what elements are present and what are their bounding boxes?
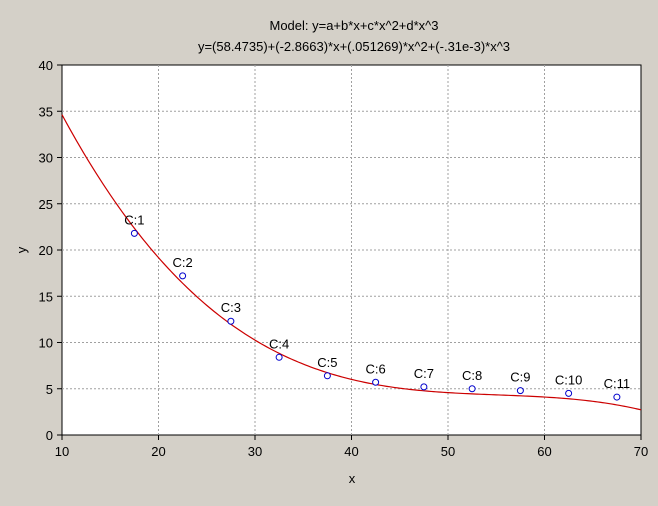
y-tick-label: 25 <box>39 197 53 212</box>
axis-ticks: 10 20 30 40 50 60 70 0 5 10 15 20 25 30 35 40 <box>39 58 649 459</box>
x-tick-label: 10 <box>55 444 69 459</box>
data-point <box>179 272 187 280</box>
y-tick-label: 0 <box>46 428 53 443</box>
data-points: C:1 C:2 C:3 C:4 C:5 C:6 C:7 C:8 C:9 C:10 C:11 <box>124 212 631 401</box>
point-label: C:10 <box>555 372 582 387</box>
point-label: C:2 <box>173 255 193 270</box>
data-point <box>323 372 331 380</box>
y-tick-label: 15 <box>39 289 53 304</box>
y-tick-label: 20 <box>39 243 53 258</box>
data-point <box>275 353 283 361</box>
y-axis-label: y <box>14 246 29 253</box>
point-label: C:7 <box>414 366 434 381</box>
x-tick-label: 30 <box>248 444 262 459</box>
y-tick-label: 40 <box>39 58 53 73</box>
data-point <box>468 385 476 393</box>
data-point <box>565 389 573 397</box>
data-point <box>613 393 621 401</box>
y-tick-label: 30 <box>39 151 53 166</box>
y-tick-label: 10 <box>39 336 53 351</box>
data-point <box>227 317 235 325</box>
data-point <box>516 387 524 395</box>
point-label: C:8 <box>462 368 482 383</box>
point-label: C:4 <box>269 336 289 351</box>
grid-lines <box>62 65 641 435</box>
chart-subtitle: y=(58.4735)+(-2.8663)*x+(.051269)*x^2+(-… <box>198 39 510 54</box>
data-point <box>420 383 428 391</box>
data-point <box>372 378 380 386</box>
x-tick-label: 40 <box>344 444 358 459</box>
data-point <box>130 229 138 237</box>
fit-line <box>61 114 642 411</box>
point-label: C:6 <box>366 361 386 376</box>
point-label: C:3 <box>221 300 241 315</box>
y-tick-label: 35 <box>39 104 53 119</box>
x-tick-label: 70 <box>634 444 648 459</box>
point-label: C:11 <box>604 376 631 391</box>
y-tick-label: 5 <box>46 382 53 397</box>
x-tick-label: 20 <box>151 444 165 459</box>
point-label: C:1 <box>124 212 144 227</box>
x-axis-label: x <box>349 471 356 486</box>
chart-title: Model: y=a+b*x+c*x^2+d*x^3 <box>269 18 438 33</box>
x-tick-label: 60 <box>537 444 551 459</box>
x-tick-label: 50 <box>441 444 455 459</box>
point-label: C:9 <box>510 370 530 385</box>
point-label: C:5 <box>317 355 337 370</box>
